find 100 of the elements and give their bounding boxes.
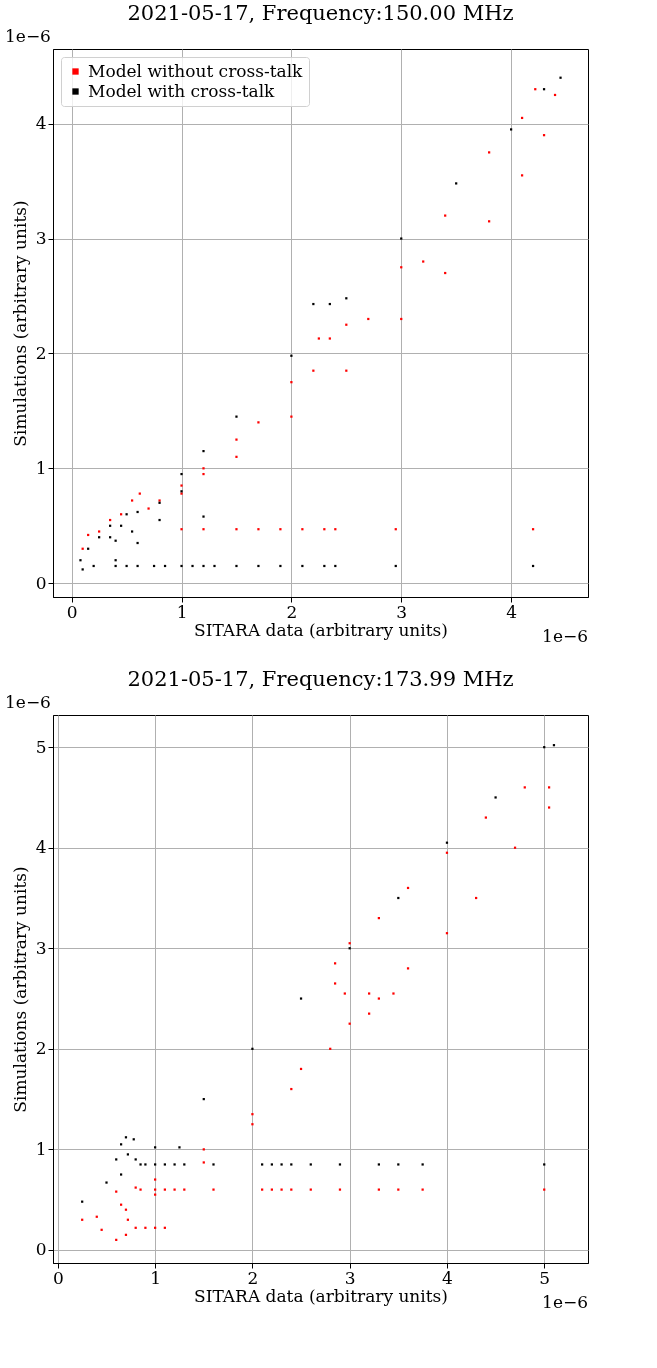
point (79, 559, 82, 562)
point (343, 992, 346, 995)
point (180, 484, 183, 487)
x-tick-label: 2 (286, 601, 298, 622)
point (559, 76, 562, 79)
y-tick-label: 5 (35, 736, 47, 757)
point (180, 564, 183, 568)
point (328, 337, 331, 340)
point (163, 1163, 166, 1166)
point (136, 564, 139, 568)
point (257, 528, 260, 531)
chart-title: 2021-05-17, Frequency:173.99 MHz (127, 667, 514, 691)
point (202, 467, 205, 470)
y-tick-label: 2 (35, 1038, 47, 1059)
x-tick-label: 4 (442, 1267, 453, 1288)
point (115, 1158, 118, 1161)
point (105, 1181, 108, 1184)
point (134, 1186, 137, 1189)
x-tick-label: 5 (539, 1267, 551, 1288)
point (212, 1163, 215, 1166)
point (484, 816, 487, 819)
point (251, 1123, 254, 1126)
point (257, 421, 260, 424)
point (125, 513, 128, 516)
point (280, 1188, 283, 1191)
point (235, 528, 238, 531)
point (377, 1163, 380, 1166)
point (235, 564, 238, 568)
point (251, 1047, 254, 1050)
point (202, 564, 205, 568)
point (130, 499, 134, 502)
point (147, 507, 150, 510)
point (257, 564, 260, 568)
y-tick-label: 2 (35, 342, 47, 363)
point (213, 564, 216, 568)
point (400, 237, 403, 240)
point (139, 1188, 142, 1191)
point (299, 997, 303, 1000)
point (279, 528, 282, 531)
text: 1e−6 (5, 26, 51, 46)
point (183, 1163, 186, 1166)
legend-label: Model without cross-talk (88, 60, 304, 81)
point (178, 1146, 181, 1149)
point (139, 1163, 142, 1166)
x-tick-label: 3 (344, 1267, 356, 1288)
point (494, 796, 497, 799)
point (377, 1188, 380, 1191)
point (547, 786, 551, 789)
point (202, 449, 205, 453)
point (202, 515, 205, 518)
point (125, 564, 128, 568)
point (421, 1163, 424, 1166)
y-tick-label: 0 (35, 572, 47, 593)
point (421, 1188, 424, 1191)
point (333, 982, 337, 985)
point (212, 1188, 215, 1191)
y-tick-label: 3 (35, 937, 47, 958)
point (444, 214, 447, 217)
point (270, 1188, 273, 1191)
point (523, 786, 526, 789)
point (290, 381, 293, 384)
x-tick-label: 4 (506, 601, 518, 622)
point (309, 1163, 312, 1166)
x-tick-label: 3 (396, 601, 408, 622)
x-tick-label: 2 (247, 1267, 259, 1288)
point (280, 1163, 283, 1166)
y-tick-label: 4 (35, 837, 47, 858)
point (290, 415, 293, 418)
point (138, 492, 141, 495)
point (392, 992, 395, 995)
point (261, 1163, 264, 1166)
point (136, 541, 139, 545)
point (290, 1188, 293, 1191)
x-tick-label: 0 (66, 601, 78, 622)
point (309, 1188, 312, 1191)
text: 1e−6 (5, 692, 51, 712)
point (202, 528, 205, 531)
point (115, 1190, 118, 1193)
point (98, 530, 101, 533)
point (119, 1173, 123, 1176)
point (191, 564, 194, 568)
point (338, 1163, 342, 1166)
legend-label: Model with cross-talk (88, 80, 276, 101)
x-tick-label: 1 (150, 1267, 162, 1288)
text: 1e−6 (542, 1292, 588, 1312)
y-axis-title: Simulations (arbitrary units) (9, 200, 30, 447)
point (180, 472, 183, 476)
point (547, 806, 551, 809)
point (422, 260, 425, 263)
point (368, 992, 371, 995)
point (183, 1188, 186, 1191)
y-tick-label: 4 (35, 113, 47, 134)
point (397, 1188, 400, 1191)
point (81, 568, 84, 571)
text: 1e−6 (542, 626, 588, 646)
point (290, 354, 293, 357)
x-tick-label: 1 (176, 601, 188, 622)
point (180, 528, 183, 531)
point (202, 472, 205, 476)
point (173, 1188, 176, 1191)
